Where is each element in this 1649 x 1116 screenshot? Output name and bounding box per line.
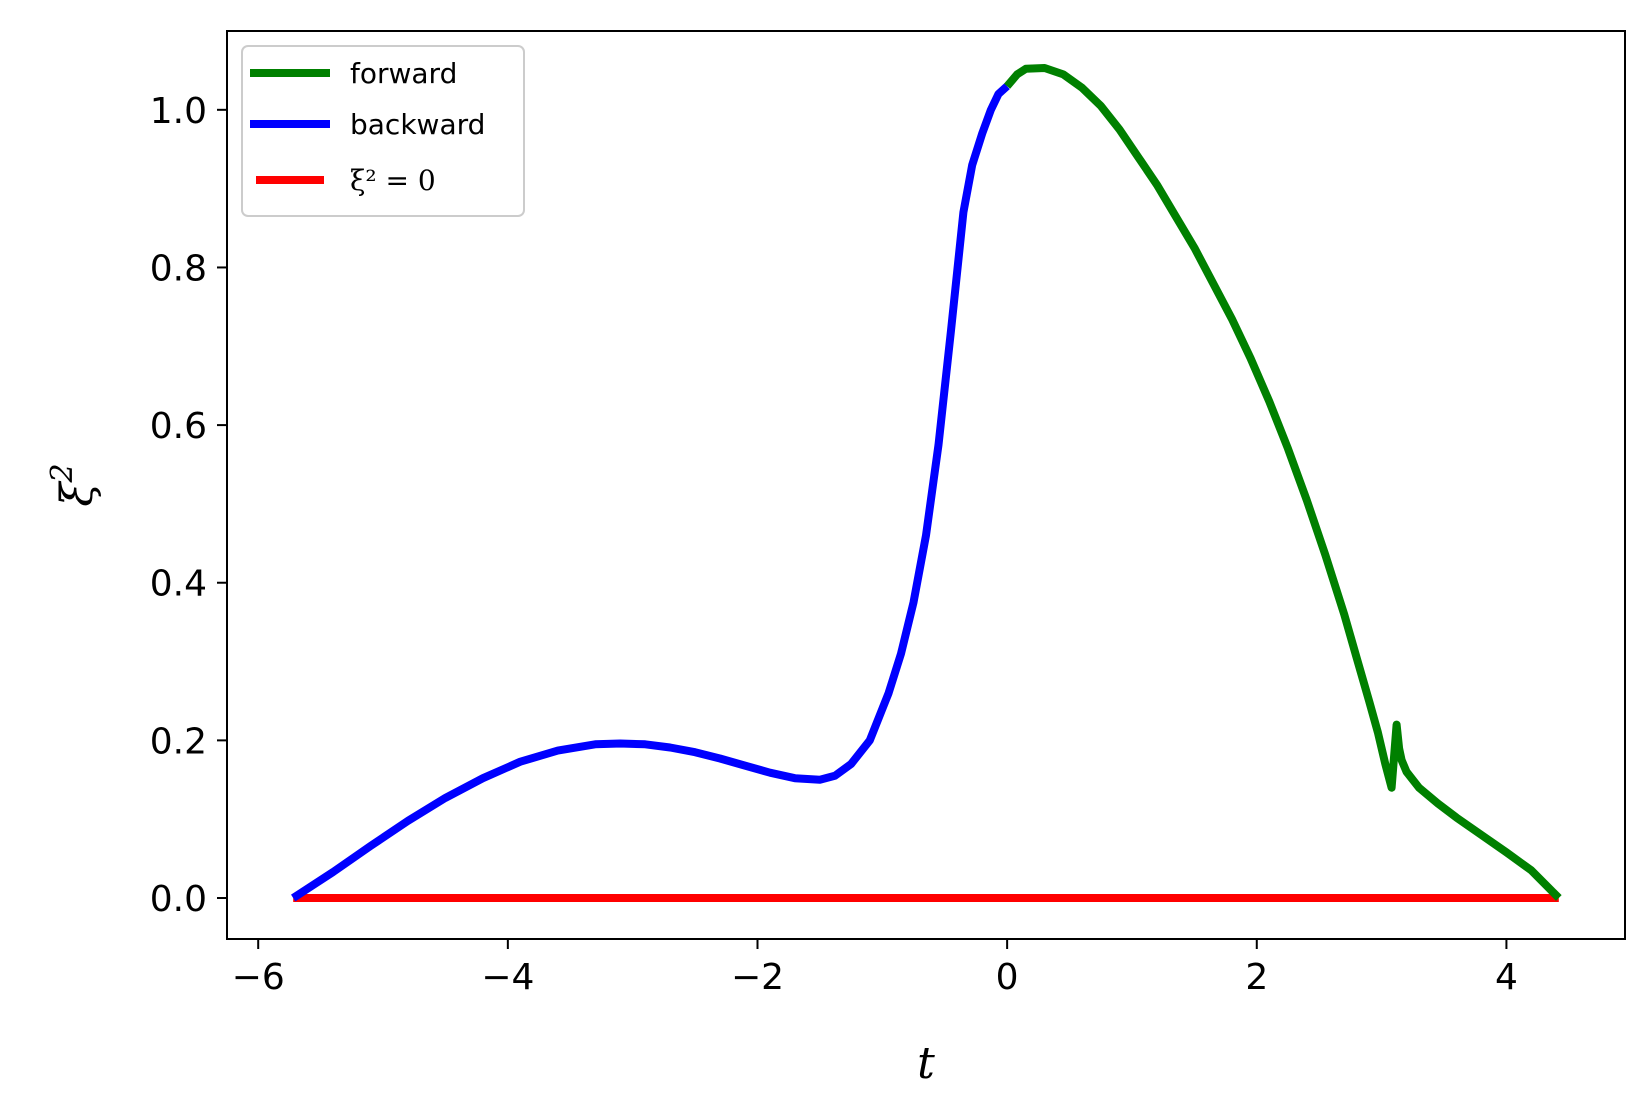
legend-box	[241, 45, 525, 217]
x-tick-label: −2	[731, 957, 784, 998]
y-tick-label: 0.2	[150, 721, 207, 762]
x-axis-label: t	[917, 1038, 935, 1089]
series-line-forward	[1004, 64, 1562, 901]
y-tick-label: 1.0	[150, 91, 207, 132]
x-tick-label: 2	[1245, 957, 1268, 998]
legend: forward backward ξ² = 0	[241, 45, 525, 217]
y-tick-label: 0.8	[150, 248, 207, 289]
x-tick-label: −4	[481, 957, 534, 998]
y-axis-label: ξ	[52, 480, 103, 507]
y-axis-label-group: ξ2	[45, 463, 103, 506]
plot-frame	[226, 30, 1626, 940]
legend-label-zero: ξ² = 0	[350, 164, 436, 197]
legend-label-backward: backward	[350, 108, 485, 141]
y-tick-label: 0.0	[150, 879, 207, 920]
legend-label-forward: forward	[350, 57, 457, 90]
svg-text:ξ2: ξ2	[45, 463, 103, 506]
series-layer	[291, 64, 1562, 902]
x-tick-label: 4	[1495, 957, 1518, 998]
x-axis: −6 −4 −2 0 2 4	[232, 939, 1518, 998]
y-axis: 0.0 0.2 0.4 0.6 0.8 1.0	[150, 91, 227, 920]
series-line-backward	[291, 83, 1010, 902]
x-tick-label: 0	[996, 957, 1019, 998]
y-tick-label: 0.6	[150, 406, 207, 447]
x-tick-label: −6	[232, 957, 285, 998]
y-tick-label: 0.4	[150, 564, 207, 605]
y-axis-label-superscript: 2	[45, 463, 80, 483]
